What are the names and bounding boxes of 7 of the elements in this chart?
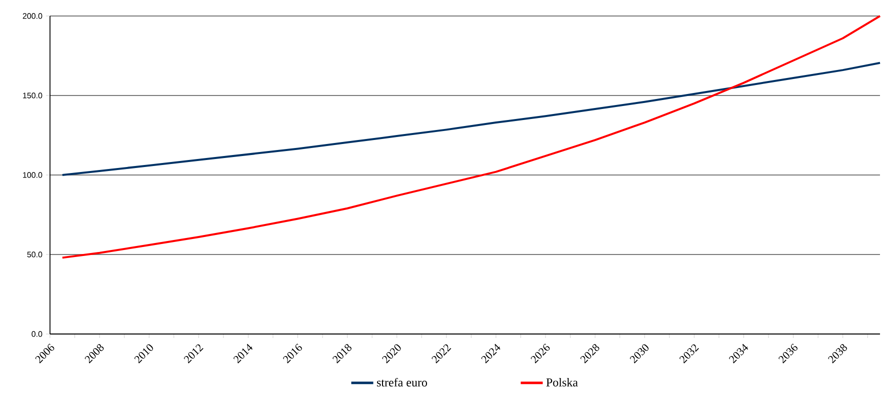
y-tick-label: 100.0 (23, 172, 42, 178)
y-tick-label: 50.0 (27, 252, 42, 258)
y-tick-label: 150.0 (23, 92, 42, 98)
y-tick-label: 0.0 (32, 331, 42, 337)
y-tick-label: 200.0 (22, 13, 42, 19)
legend-label: strefa euro (377, 378, 428, 387)
legend-label: Polska (546, 378, 578, 386)
